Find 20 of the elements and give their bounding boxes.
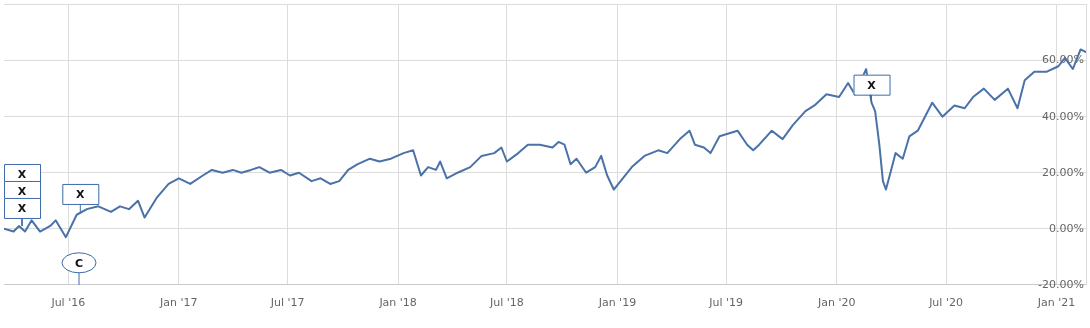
- x-tick-label: Jan '18: [378, 296, 417, 310]
- x-tick-label: Jan '17: [159, 296, 198, 310]
- annotation: X: [17, 167, 27, 181]
- annotation: X: [17, 201, 27, 215]
- x-tick-label: Jul '20: [928, 296, 963, 310]
- x-tick-label: Jan '21: [1036, 296, 1076, 310]
- annotation: X: [867, 78, 877, 92]
- annotation: X: [17, 184, 27, 198]
- x-tick-label: Jul '18: [488, 296, 524, 310]
- x-tick-label: Jan '19: [597, 296, 637, 310]
- y-tick-label: 0.00%: [1049, 221, 1084, 235]
- annotation: C: [74, 256, 84, 270]
- y-tick-label: 40.00%: [1042, 109, 1084, 123]
- annotation: X: [76, 187, 86, 201]
- x-tick-label: Jul '17: [269, 296, 305, 310]
- y-tick-label: -20.00%: [1038, 277, 1084, 291]
- y-tick-label: 20.00%: [1042, 165, 1084, 179]
- x-tick-label: Jul '16: [50, 296, 86, 310]
- x-tick-label: Jul '19: [708, 296, 744, 310]
- x-tick-label: Jan '20: [816, 296, 856, 310]
